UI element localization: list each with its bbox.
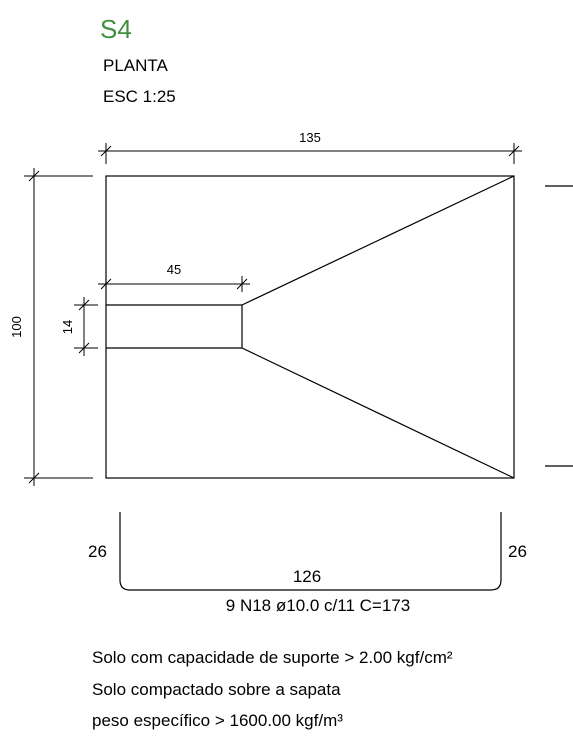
view-label: PLANTA [103, 56, 169, 75]
note-specific-weight: peso específico > 1600.00 kgf/m³ [92, 711, 343, 730]
column-outline [106, 304, 243, 349]
height-dimension [24, 168, 93, 486]
rebar-shape [119, 512, 502, 591]
rebar-left-hook-label: 26 [88, 542, 107, 561]
section-cut-marks [545, 185, 573, 467]
note-soil-compaction: Solo compactado sobre a sapata [92, 680, 341, 699]
footing-outline [105, 175, 515, 479]
height-dimension-label: 100 [9, 316, 24, 338]
column-depth-dimension [74, 297, 98, 356]
rebar-spec-label: 9 N18 ø10.0 c/11 C=173 [226, 596, 410, 615]
note-soil-capacity: Solo com capacidade de suporte > 2.00 kg… [92, 648, 453, 667]
column-width-dimension [98, 276, 250, 292]
rebar-right-hook-label: 26 [508, 542, 527, 561]
column-width-label: 45 [167, 262, 181, 277]
width-dimension-label: 135 [299, 130, 321, 145]
footing-title: S4 [100, 14, 132, 44]
scale-label: ESC 1:25 [103, 87, 176, 106]
column-depth-label: 14 [60, 320, 75, 334]
rebar-length-label: 126 [293, 567, 321, 586]
width-dimension [98, 143, 522, 164]
